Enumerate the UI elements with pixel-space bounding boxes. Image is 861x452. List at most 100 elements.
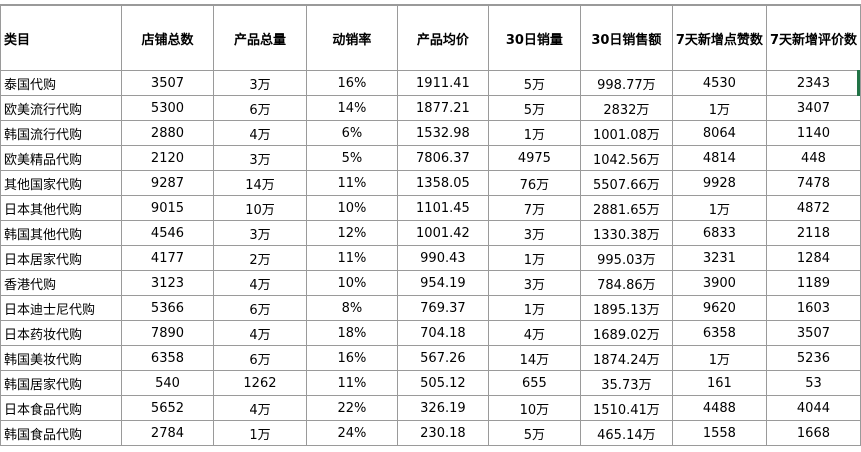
- cell[interactable]: 6万: [212, 295, 307, 321]
- cell[interactable]: 3507: [765, 320, 861, 346]
- cell[interactable]: 16%: [305, 70, 398, 96]
- cell[interactable]: 1284: [765, 245, 861, 271]
- cell[interactable]: 4872: [765, 195, 861, 221]
- cell[interactable]: 24%: [305, 420, 398, 446]
- cell[interactable]: 1603: [765, 295, 861, 321]
- cell[interactable]: 日本食品代购: [0, 395, 122, 421]
- cell[interactable]: 2881.65万: [579, 195, 673, 221]
- cell[interactable]: 11%: [305, 245, 398, 271]
- cell[interactable]: 161: [671, 370, 767, 396]
- cell[interactable]: 2120: [120, 145, 214, 171]
- cell[interactable]: 784.86万: [579, 270, 673, 296]
- cell[interactable]: 1101.45: [396, 195, 489, 221]
- cell[interactable]: 540: [120, 370, 214, 396]
- cell[interactable]: 3407: [765, 95, 861, 121]
- cell[interactable]: 韩国其他代购: [0, 220, 122, 246]
- cell[interactable]: 5236: [765, 345, 861, 371]
- cell[interactable]: 4万: [212, 120, 307, 146]
- cell[interactable]: 2880: [120, 120, 214, 146]
- cell[interactable]: 4488: [671, 395, 767, 421]
- cell[interactable]: 11%: [305, 370, 398, 396]
- cell[interactable]: 10万: [487, 395, 581, 421]
- cell[interactable]: 1532.98: [396, 120, 489, 146]
- cell[interactable]: 465.14万: [579, 420, 673, 446]
- cell[interactable]: 22%: [305, 395, 398, 421]
- cell[interactable]: 769.37: [396, 295, 489, 321]
- cell[interactable]: 7890: [120, 320, 214, 346]
- cell[interactable]: 4万: [212, 270, 307, 296]
- cell[interactable]: 欧美流行代购: [0, 95, 122, 121]
- cell[interactable]: 1911.41: [396, 70, 489, 96]
- cell[interactable]: 7万: [487, 195, 581, 221]
- cell[interactable]: 4177: [120, 245, 214, 271]
- header-cell[interactable]: 产品总量: [212, 5, 307, 71]
- header-cell[interactable]: 产品均价: [396, 5, 489, 71]
- cell[interactable]: 日本药妆代购: [0, 320, 122, 346]
- cell[interactable]: 655: [487, 370, 581, 396]
- cell[interactable]: 6%: [305, 120, 398, 146]
- cell[interactable]: 1140: [765, 120, 861, 146]
- cell[interactable]: 1万: [487, 245, 581, 271]
- cell[interactable]: 6358: [671, 320, 767, 346]
- cell[interactable]: 3万: [487, 220, 581, 246]
- cell[interactable]: 1668: [765, 420, 861, 446]
- cell[interactable]: 1689.02万: [579, 320, 673, 346]
- cell[interactable]: 5%: [305, 145, 398, 171]
- cell[interactable]: 1189: [765, 270, 861, 296]
- cell[interactable]: 10%: [305, 195, 398, 221]
- cell[interactable]: 韩国美妆代购: [0, 345, 122, 371]
- cell[interactable]: 505.12: [396, 370, 489, 396]
- cell[interactable]: 2343: [765, 70, 861, 96]
- cell[interactable]: 6万: [212, 345, 307, 371]
- cell[interactable]: 4万: [212, 320, 307, 346]
- cell[interactable]: 1330.38万: [579, 220, 673, 246]
- cell[interactable]: 10%: [305, 270, 398, 296]
- cell[interactable]: 韩国流行代购: [0, 120, 122, 146]
- cell[interactable]: 日本居家代购: [0, 245, 122, 271]
- cell[interactable]: 1001.42: [396, 220, 489, 246]
- header-cell[interactable]: 7天新增点赞数: [671, 5, 767, 71]
- cell[interactable]: 1510.41万: [579, 395, 673, 421]
- header-cell[interactable]: 30日销售额: [579, 5, 673, 71]
- cell[interactable]: 3万: [212, 220, 307, 246]
- cell[interactable]: 230.18: [396, 420, 489, 446]
- cell[interactable]: 1558: [671, 420, 767, 446]
- cell[interactable]: 5万: [487, 420, 581, 446]
- cell[interactable]: 4546: [120, 220, 214, 246]
- cell[interactable]: 3万: [212, 70, 307, 96]
- cell[interactable]: 5万: [487, 95, 581, 121]
- cell[interactable]: 1万: [671, 195, 767, 221]
- cell[interactable]: 5366: [120, 295, 214, 321]
- cell[interactable]: 1262: [212, 370, 307, 396]
- cell[interactable]: 韩国居家代购: [0, 370, 122, 396]
- cell[interactable]: 4814: [671, 145, 767, 171]
- cell[interactable]: 6万: [212, 95, 307, 121]
- cell[interactable]: 12%: [305, 220, 398, 246]
- cell[interactable]: 韩国食品代购: [0, 420, 122, 446]
- cell[interactable]: 448: [765, 145, 861, 171]
- cell[interactable]: 18%: [305, 320, 398, 346]
- cell[interactable]: 10万: [212, 195, 307, 221]
- cell[interactable]: 日本迪士尼代购: [0, 295, 122, 321]
- cell[interactable]: 7806.37: [396, 145, 489, 171]
- cell[interactable]: 11%: [305, 170, 398, 196]
- cell[interactable]: 其他国家代购: [0, 170, 122, 196]
- cell[interactable]: 5万: [487, 70, 581, 96]
- cell[interactable]: 1877.21: [396, 95, 489, 121]
- cell[interactable]: 1万: [487, 120, 581, 146]
- cell[interactable]: 香港代购: [0, 270, 122, 296]
- cell[interactable]: 14万: [212, 170, 307, 196]
- cell[interactable]: 1001.08万: [579, 120, 673, 146]
- cell[interactable]: 3507: [120, 70, 214, 96]
- cell[interactable]: 326.19: [396, 395, 489, 421]
- cell[interactable]: 998.77万: [579, 70, 673, 96]
- cell[interactable]: 35.73万: [579, 370, 673, 396]
- cell[interactable]: 1万: [671, 345, 767, 371]
- header-cell[interactable]: 7天新增评价数: [765, 5, 861, 71]
- cell[interactable]: 1万: [487, 295, 581, 321]
- cell[interactable]: 欧美精品代购: [0, 145, 122, 171]
- cell[interactable]: 2784: [120, 420, 214, 446]
- cell[interactable]: 8064: [671, 120, 767, 146]
- cell[interactable]: 5300: [120, 95, 214, 121]
- cell[interactable]: 3123: [120, 270, 214, 296]
